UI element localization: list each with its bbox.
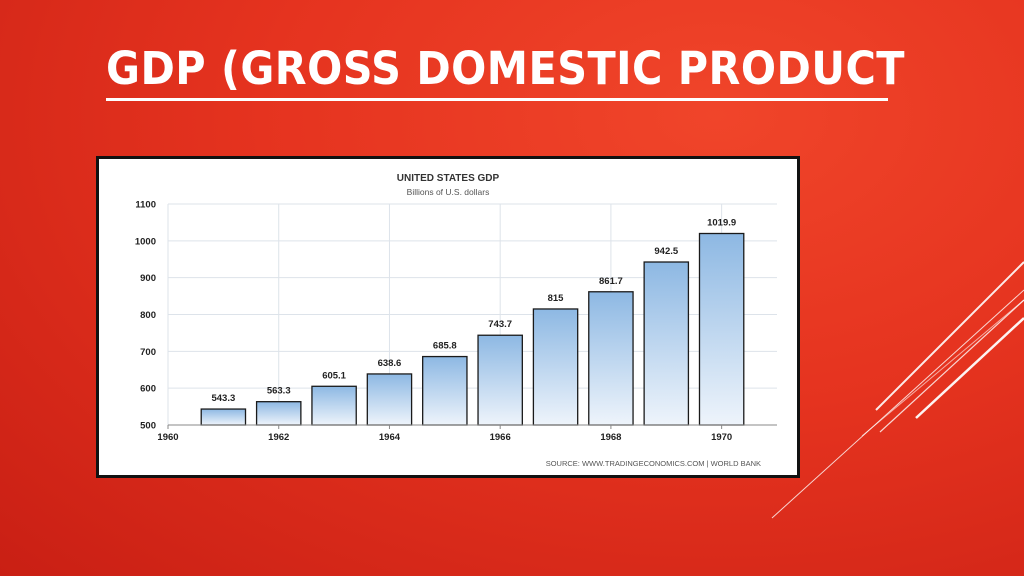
bar-value-label: 685.8: [433, 341, 457, 352]
bar-value-label: 861.7: [599, 276, 623, 287]
bar: [588, 291, 634, 426]
bar-value-label: 605.1: [322, 370, 346, 381]
axes: 500 600 700 800 900 1000 1100 1960 1962 1964 1966 1…: [135, 200, 777, 443]
bar-value-label: 563.3: [267, 386, 291, 397]
bar: [422, 355, 468, 426]
bar: [366, 373, 413, 426]
bar: [200, 408, 247, 426]
bar: [532, 308, 579, 426]
x-tick-label: 1968: [600, 432, 621, 443]
chart-panel: UNITED STATES GDP Billions of U.S. dolla…: [96, 156, 800, 478]
chart-title: UNITED STATES GDP: [397, 173, 500, 184]
bar: [477, 334, 523, 426]
x-tick-label: 1960: [157, 432, 178, 443]
bar: [698, 232, 745, 426]
data-labels: 543.3 563.3 605.1 638.6 685.8 743.7 815 861.7 94…: [211, 218, 736, 405]
y-tick-label: 500: [140, 421, 156, 432]
bar-value-label: 743.7: [488, 319, 512, 330]
x-tick-label: 1964: [379, 432, 401, 443]
slide-title: GDP (GROSS DOMESTIC PRODUCT: [106, 42, 906, 95]
y-tick-label: 800: [140, 310, 156, 321]
bar-value-label: 1019.9: [707, 218, 736, 229]
chart-subtitle: Billions of U.S. dollars: [407, 187, 490, 197]
bar: [643, 261, 690, 426]
bar-value-label: 638.6: [378, 358, 402, 369]
y-tick-label: 700: [140, 347, 156, 358]
bars: [200, 232, 745, 426]
title-underline: [106, 98, 888, 101]
gdp-bar-chart: UNITED STATES GDP Billions of U.S. dolla…: [135, 173, 777, 468]
x-tick-label: 1962: [268, 432, 289, 443]
bar-value-label: 543.3: [211, 393, 235, 404]
chart-source: SOURCE: WWW.TRADINGECONOMICS.COM | WORLD…: [546, 459, 761, 468]
y-tick-label: 1100: [135, 200, 156, 211]
x-tick-label: 1966: [490, 432, 511, 443]
bar: [255, 401, 302, 426]
bar: [311, 385, 357, 426]
bar-value-label: 942.5: [654, 246, 678, 257]
y-tick-label: 1000: [135, 236, 156, 247]
x-tick-label: 1970: [711, 432, 732, 443]
bar-value-label: 815: [548, 293, 565, 304]
y-tick-label: 600: [140, 384, 156, 395]
y-tick-label: 900: [140, 273, 156, 284]
